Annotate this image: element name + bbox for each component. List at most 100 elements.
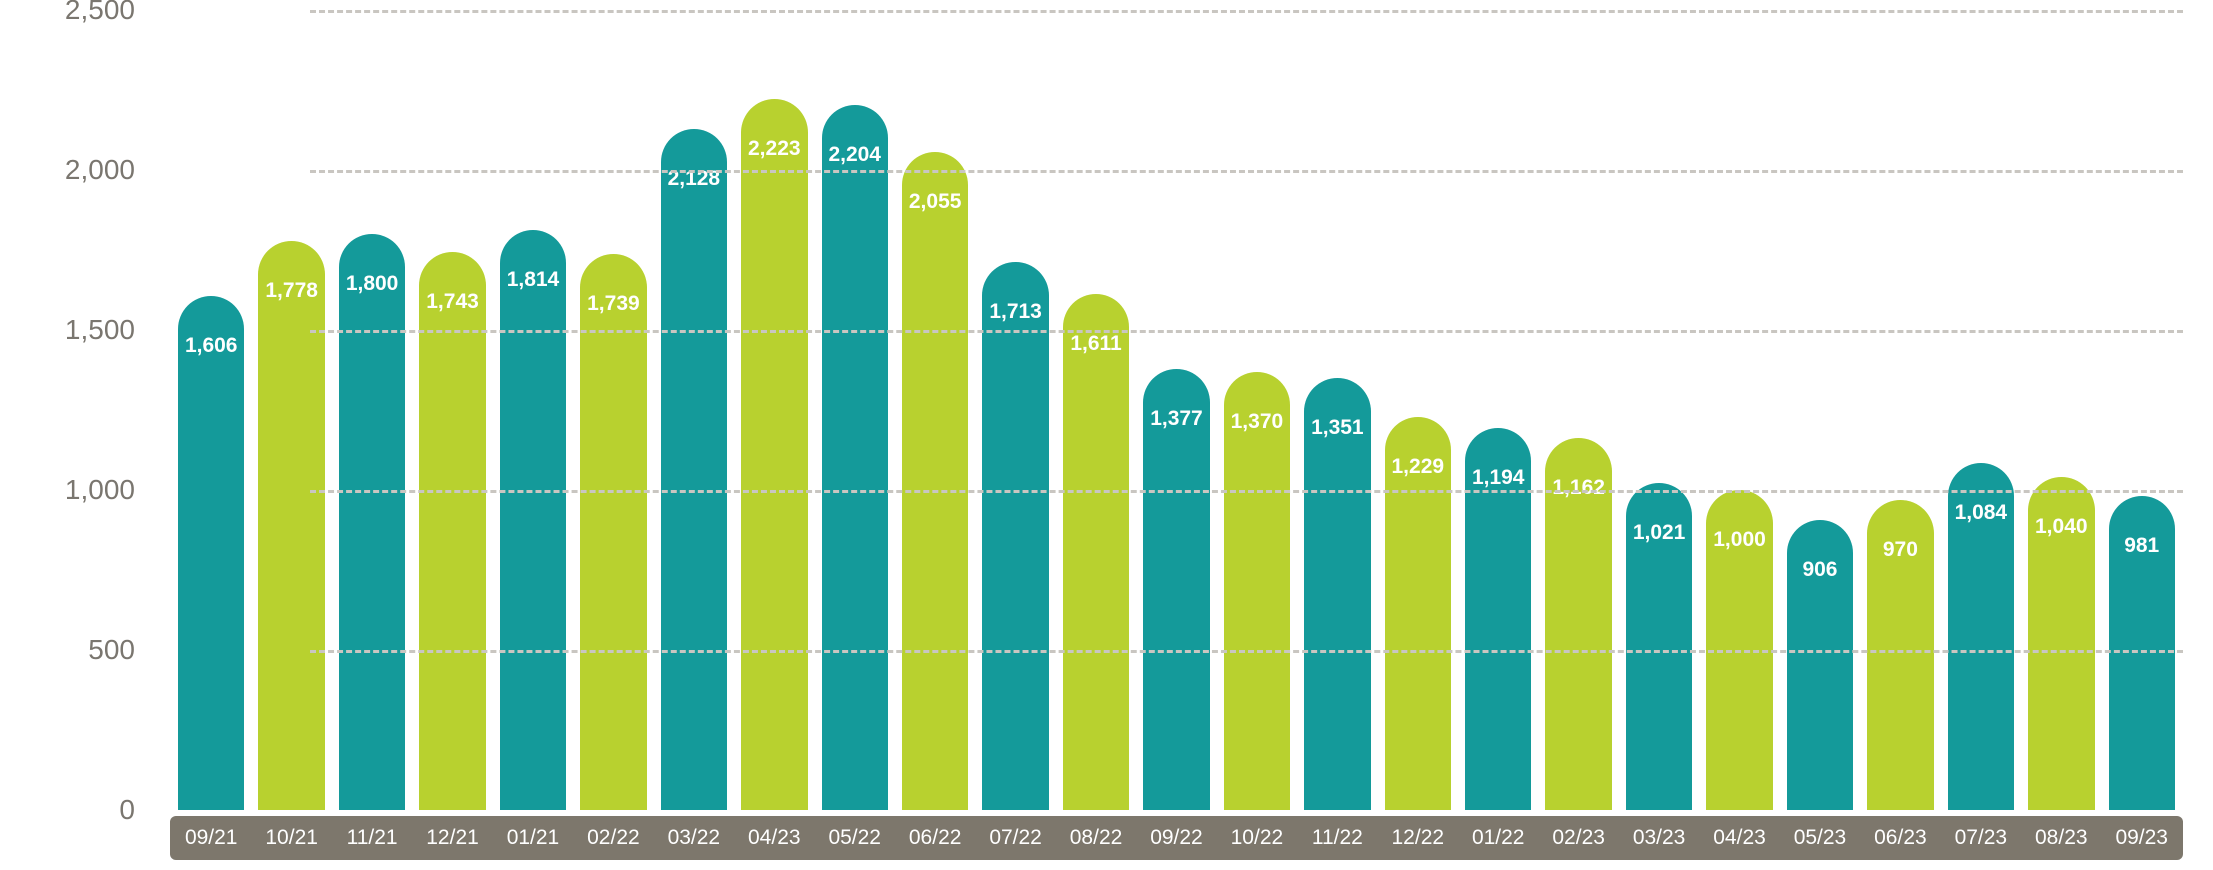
bar-value-label: 1,778 bbox=[265, 279, 318, 303]
bar-value-label: 1,000 bbox=[1713, 528, 1766, 552]
bar-fill: 981 bbox=[2109, 496, 2175, 810]
x-tick-label: 05/22 bbox=[822, 816, 888, 860]
bar: 906 bbox=[1787, 10, 1853, 810]
bar-fill: 1,606 bbox=[178, 296, 244, 810]
bar-value-label: 1,606 bbox=[185, 334, 238, 358]
bar: 1,377 bbox=[1143, 10, 1209, 810]
bar: 1,194 bbox=[1465, 10, 1531, 810]
bar-fill: 1,370 bbox=[1224, 372, 1290, 810]
y-tick-label: 1,500 bbox=[65, 314, 135, 346]
bar-value-label: 1,229 bbox=[1392, 455, 1445, 479]
y-axis: 05001,0001,5002,0002,500 bbox=[30, 10, 150, 810]
x-tick-label: 11/21 bbox=[339, 816, 405, 860]
y-tick-label: 2,500 bbox=[65, 0, 135, 26]
bar: 1,351 bbox=[1304, 10, 1370, 810]
plot-area: 1,606 1,778 1,800 1,7431,814 1,739 2,128 2,223… bbox=[170, 10, 2183, 810]
gridline bbox=[310, 170, 2183, 173]
x-tick-label: 11/22 bbox=[1304, 816, 1370, 860]
x-tick-label: 10/21 bbox=[258, 816, 324, 860]
bar: 1,800 bbox=[339, 10, 405, 810]
y-tick-label: 2,000 bbox=[65, 154, 135, 186]
bar: 1,743 bbox=[419, 10, 485, 810]
bar: 1,021 bbox=[1626, 10, 1692, 810]
x-axis-strip: 09/21 10/21 11/21 12/21 01/21 02/22 03/22 04/23… bbox=[170, 816, 2183, 860]
bar-fill: 2,204 bbox=[822, 105, 888, 810]
x-tick-label: 01/21 bbox=[500, 816, 566, 860]
bar-chart: 05001,0001,5002,0002,500 1,6061,7781,800… bbox=[30, 10, 2183, 860]
bar-fill: 1,021 bbox=[1626, 483, 1692, 810]
bar-value-label: 2,223 bbox=[748, 137, 801, 161]
y-tick-label: 0 bbox=[119, 794, 135, 826]
bar: 1,778 bbox=[258, 10, 324, 810]
bar: 1,084 bbox=[1948, 10, 2014, 810]
x-tick-label: 07/22 bbox=[982, 816, 1048, 860]
bar-value-label: 1,370 bbox=[1231, 410, 1284, 434]
bar: 1,000 bbox=[1706, 10, 1772, 810]
bar-value-label: 1,021 bbox=[1633, 521, 1686, 545]
bar-value-label: 1,739 bbox=[587, 292, 640, 316]
gridline bbox=[310, 10, 2183, 13]
bar-value-label: 1,084 bbox=[1955, 501, 2008, 525]
x-tick-label: 08/23 bbox=[2028, 816, 2094, 860]
bar: 1,713 bbox=[982, 10, 1048, 810]
bar: 1,229 bbox=[1385, 10, 1451, 810]
bar: 2,223 bbox=[741, 10, 807, 810]
gridline bbox=[310, 490, 2183, 493]
bar: 2,055 bbox=[902, 10, 968, 810]
x-tick-label: 06/23 bbox=[1867, 816, 1933, 860]
x-tick-label: 09/23 bbox=[2109, 816, 2175, 860]
bar-fill: 1,713 bbox=[982, 262, 1048, 810]
x-tick-label: 04/23 bbox=[741, 816, 807, 860]
x-tick-label: 04/23 bbox=[1706, 816, 1772, 860]
x-tick-label: 03/22 bbox=[661, 816, 727, 860]
bar-fill: 1,229 bbox=[1385, 417, 1451, 810]
bar-value-label: 1,713 bbox=[989, 300, 1042, 324]
bar-fill: 1,814 bbox=[500, 230, 566, 810]
x-tick-label: 09/21 bbox=[178, 816, 244, 860]
x-tick-label: 12/22 bbox=[1385, 816, 1451, 860]
bars-container: 1,606 1,778 1,800 1,7431,814 1,739 2,128 2,223… bbox=[170, 10, 2183, 810]
gridline bbox=[310, 650, 2183, 653]
bar-value-label: 1,800 bbox=[346, 272, 399, 296]
gridline bbox=[310, 330, 2183, 333]
x-tick-label: 09/22 bbox=[1143, 816, 1209, 860]
bar-fill: 2,055 bbox=[902, 152, 968, 810]
x-tick-label: 03/23 bbox=[1626, 816, 1692, 860]
bar-value-label: 1,377 bbox=[1150, 407, 1203, 431]
x-tick-label: 02/23 bbox=[1545, 816, 1611, 860]
x-tick-label: 02/22 bbox=[580, 816, 646, 860]
bar: 981 bbox=[2109, 10, 2175, 810]
bar-fill: 1,040 bbox=[2028, 477, 2094, 810]
bar-fill: 906 bbox=[1787, 520, 1853, 810]
y-tick-label: 1,000 bbox=[65, 474, 135, 506]
bar-fill: 1,611 bbox=[1063, 294, 1129, 810]
x-tick-label: 06/22 bbox=[902, 816, 968, 860]
bar-fill: 970 bbox=[1867, 500, 1933, 810]
bar-fill: 1,162 bbox=[1545, 438, 1611, 810]
bar: 1,606 bbox=[178, 10, 244, 810]
x-tick-label: 12/21 bbox=[419, 816, 485, 860]
bar-fill: 2,128 bbox=[661, 129, 727, 810]
bar-value-label: 906 bbox=[1802, 558, 1837, 582]
bar-fill: 1,084 bbox=[1948, 463, 2014, 810]
bar: 1,814 bbox=[500, 10, 566, 810]
y-tick-label: 500 bbox=[88, 634, 135, 666]
bar: 1,162 bbox=[1545, 10, 1611, 810]
bar-fill: 1,194 bbox=[1465, 428, 1531, 810]
bar-value-label: 981 bbox=[2124, 534, 2159, 558]
bar: 2,128 bbox=[661, 10, 727, 810]
bar: 2,204 bbox=[822, 10, 888, 810]
x-tick-label: 05/23 bbox=[1787, 816, 1853, 860]
bar: 1,611 bbox=[1063, 10, 1129, 810]
bar: 970 bbox=[1867, 10, 1933, 810]
bar-fill: 1,743 bbox=[419, 252, 485, 810]
bar-value-label: 1,162 bbox=[1552, 476, 1605, 500]
bar-value-label: 970 bbox=[1883, 538, 1918, 562]
bar: 1,739 bbox=[580, 10, 646, 810]
bar: 1,370 bbox=[1224, 10, 1290, 810]
x-tick-label: 08/22 bbox=[1063, 816, 1129, 860]
x-tick-label: 10/22 bbox=[1224, 816, 1290, 860]
bar: 1,040 bbox=[2028, 10, 2094, 810]
bar-fill: 1,377 bbox=[1143, 369, 1209, 810]
bar-fill: 1,739 bbox=[580, 254, 646, 810]
